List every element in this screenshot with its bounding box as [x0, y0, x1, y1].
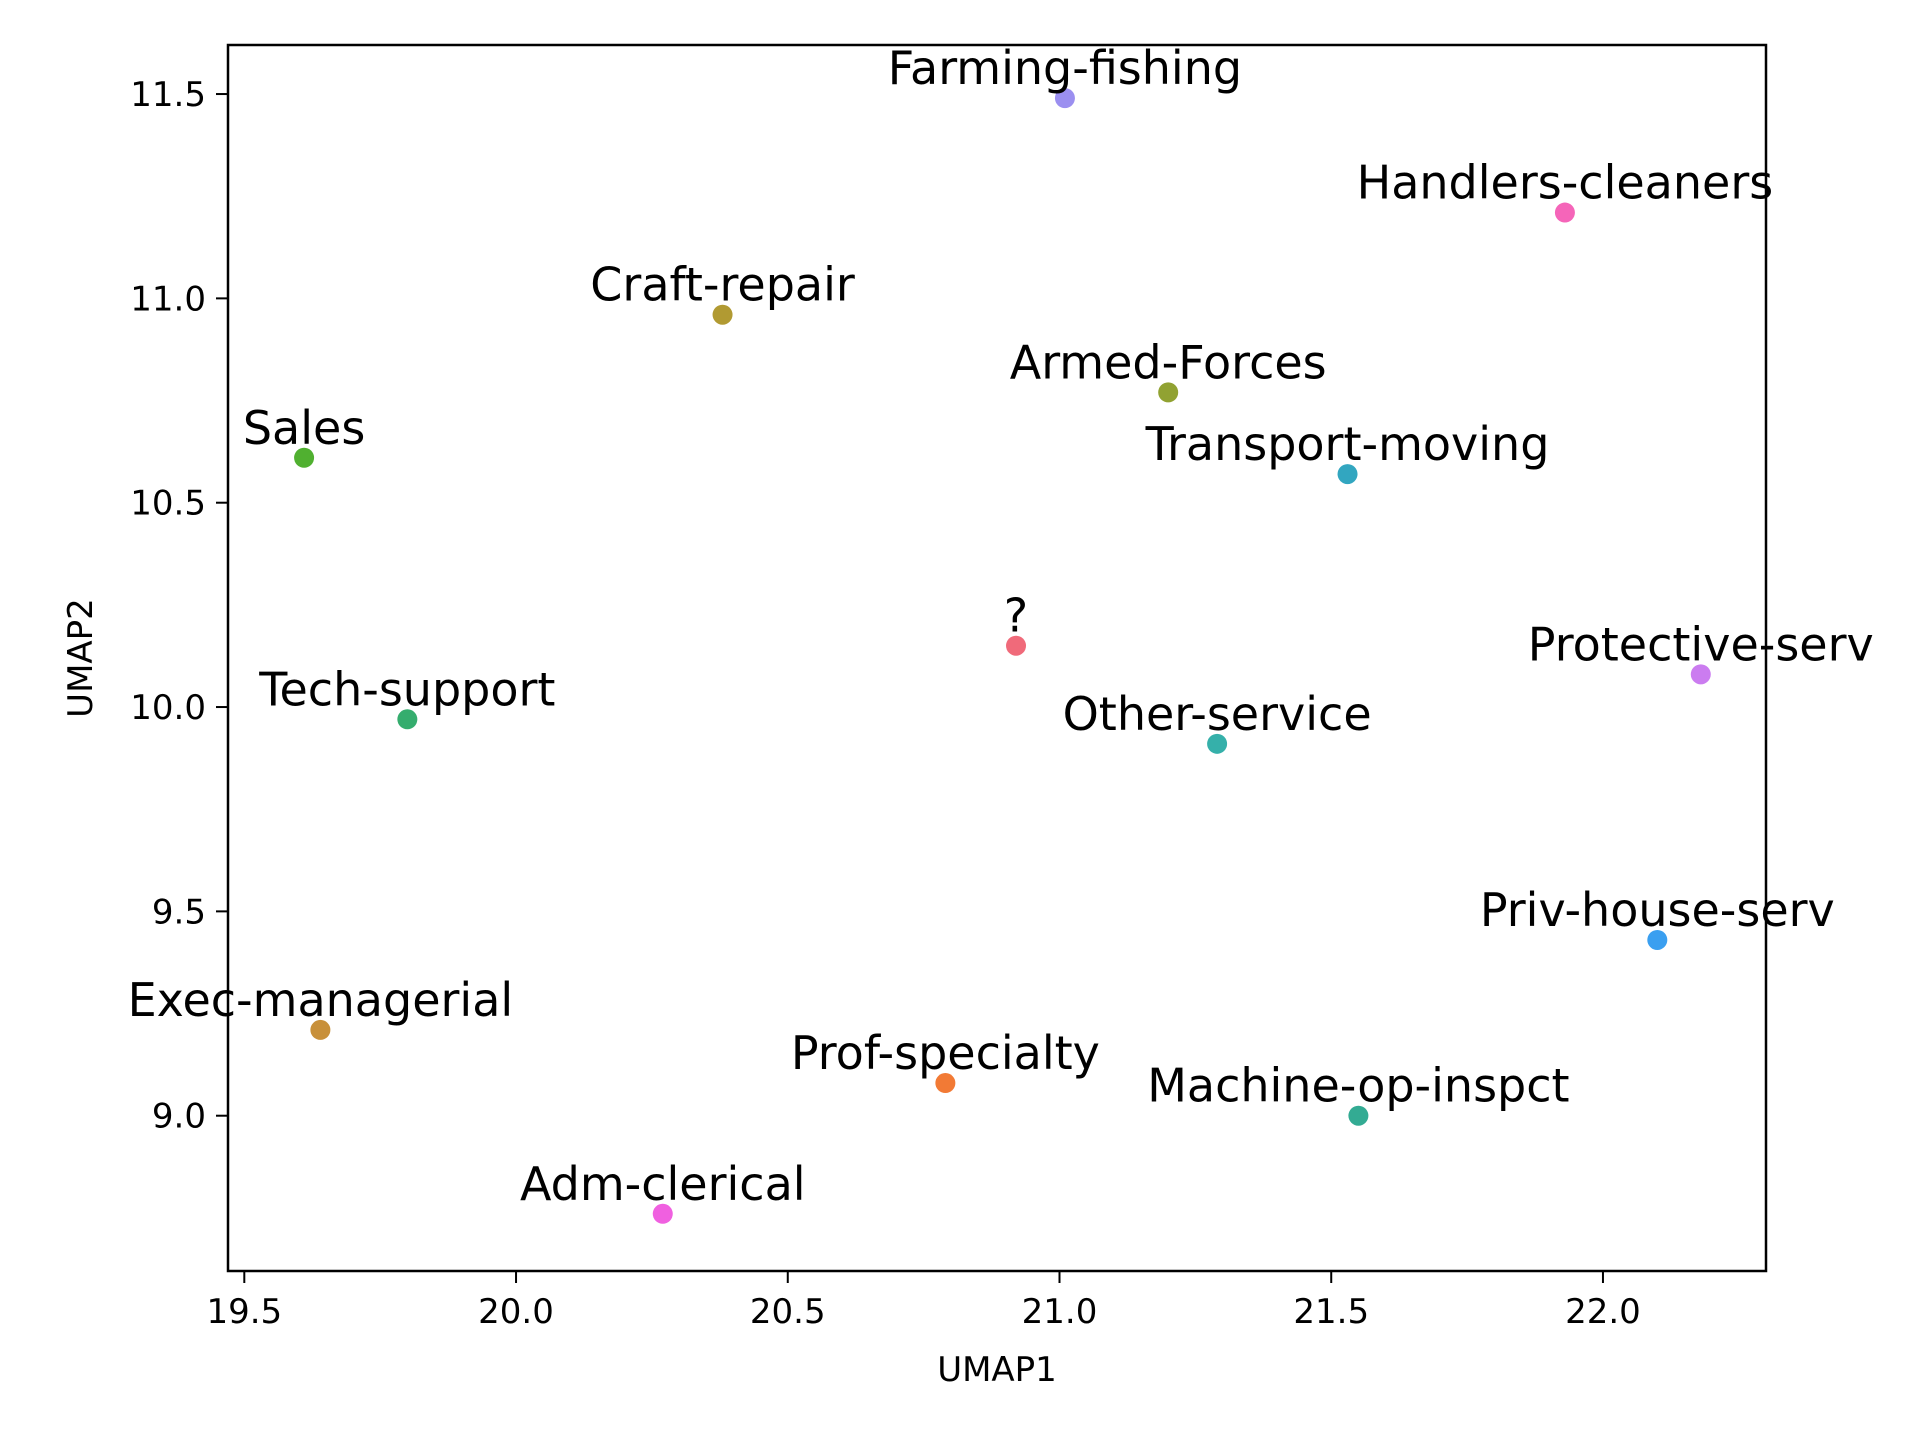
- data-point: [652, 1203, 673, 1224]
- x-tick-label: 19.5: [206, 1292, 282, 1332]
- data-point: [310, 1019, 331, 1040]
- data-point: [397, 709, 418, 730]
- y-tick-label: 10.5: [130, 484, 206, 524]
- data-point: [1690, 664, 1711, 685]
- data-point-label: Armed-Forces: [1010, 335, 1327, 389]
- data-point-label: Machine-op-inspct: [1147, 1059, 1569, 1113]
- x-tick-label: 21.5: [1293, 1292, 1369, 1332]
- data-point-label: Craft-repair: [590, 258, 855, 312]
- data-point-label: Exec-managerial: [128, 973, 514, 1027]
- data-point: [1158, 382, 1179, 403]
- x-tick-label: 20.5: [750, 1292, 826, 1332]
- data-points: Farming-fishing Handlers-cleaners Craft-re…: [128, 41, 1874, 1224]
- y-axis-ticks: 9.0 9.5 10.0 10.5 11.0 11.5: [130, 75, 228, 1137]
- x-axis-title: UMAP1: [937, 1350, 1057, 1390]
- data-point: [1006, 635, 1027, 656]
- data-point-label: Prof-specialty: [791, 1026, 1100, 1080]
- data-point: [1554, 202, 1575, 223]
- data-point-label: Sales: [243, 401, 365, 455]
- data-point: [712, 304, 733, 325]
- y-tick-label: 9.5: [152, 892, 206, 932]
- data-point-label: Handlers-cleaners: [1357, 156, 1774, 210]
- data-point: [1348, 1105, 1369, 1126]
- data-point-label: ?: [1004, 589, 1028, 643]
- data-point: [935, 1073, 956, 1094]
- data-point: [1647, 929, 1668, 950]
- data-point: [1207, 733, 1228, 754]
- y-tick-label: 9.0: [152, 1097, 206, 1137]
- x-tick-label: 20.0: [478, 1292, 554, 1332]
- data-point: [1337, 464, 1358, 485]
- data-point: [294, 447, 315, 468]
- x-tick-label: 22.0: [1565, 1292, 1641, 1332]
- data-point-label: Priv-house-serv: [1480, 883, 1835, 937]
- data-point-label: Tech-support: [258, 662, 555, 716]
- y-tick-label: 10.0: [130, 688, 206, 728]
- y-tick-label: 11.5: [130, 75, 206, 115]
- plot-frame: [226, 43, 1768, 1273]
- data-point-label: Transport-moving: [1145, 417, 1550, 471]
- y-axis-title: UMAP2: [61, 598, 101, 718]
- data-point: [1054, 88, 1075, 109]
- x-axis-ticks: 19.5 20.0 20.5 21.0 21.5 22.0: [206, 1271, 1641, 1332]
- data-point-label: Adm-clerical: [520, 1157, 806, 1211]
- data-point-label: Other-service: [1063, 687, 1372, 741]
- x-tick-label: 21.0: [1022, 1292, 1098, 1332]
- data-point-label: Protective-serv: [1528, 617, 1874, 671]
- y-tick-label: 11.0: [130, 279, 206, 319]
- data-point-label: Farming-fishing: [888, 41, 1242, 95]
